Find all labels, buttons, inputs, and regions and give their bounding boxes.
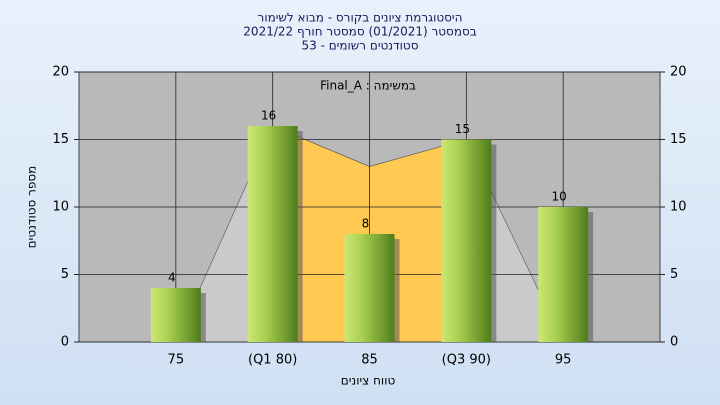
y-axis-label: מספר סטודנטים <box>25 166 39 249</box>
value-label: 16 <box>261 109 276 123</box>
value-label: 10 <box>552 190 567 204</box>
value-label: 15 <box>455 122 470 136</box>
x-axis-label: טווח ציונים <box>341 374 396 388</box>
y2-tick-label: 15 <box>670 132 687 147</box>
x-tick-label: 75 <box>168 353 185 368</box>
y-tick-label: 10 <box>52 200 69 215</box>
value-label: 8 <box>362 217 370 231</box>
y-tick-label: 5 <box>61 267 69 282</box>
bar <box>150 288 201 342</box>
bar <box>247 126 298 342</box>
value-label: 4 <box>168 271 176 285</box>
y2-tick-label: 20 <box>670 65 687 80</box>
x-tick-label: (Q1 80) <box>248 353 297 368</box>
y-tick-label: 20 <box>52 65 69 80</box>
x-tick-label: 85 <box>361 353 378 368</box>
bar <box>344 234 395 342</box>
chart-subtitle: בסמסטר (01/2021) סמסטר חורף 2021/22 <box>243 25 476 39</box>
y2-tick-label: 5 <box>670 267 678 282</box>
bar <box>441 139 492 342</box>
y2-tick-label: 10 <box>670 200 687 215</box>
chart-title: היסטוגרמת ציונים בקורס - מבוא לשימור <box>258 11 463 25</box>
annotation: Final_A : במשימה <box>320 79 416 93</box>
y2-tick-label: 0 <box>670 335 678 350</box>
bar <box>538 207 589 342</box>
chart-subtitle: 53 - סטודנטים רשומים <box>301 39 418 53</box>
x-tick-label: 95 <box>555 353 572 368</box>
y-tick-label: 0 <box>61 335 69 350</box>
x-tick-label: (Q3 90) <box>442 353 491 368</box>
y-tick-label: 15 <box>52 132 69 147</box>
